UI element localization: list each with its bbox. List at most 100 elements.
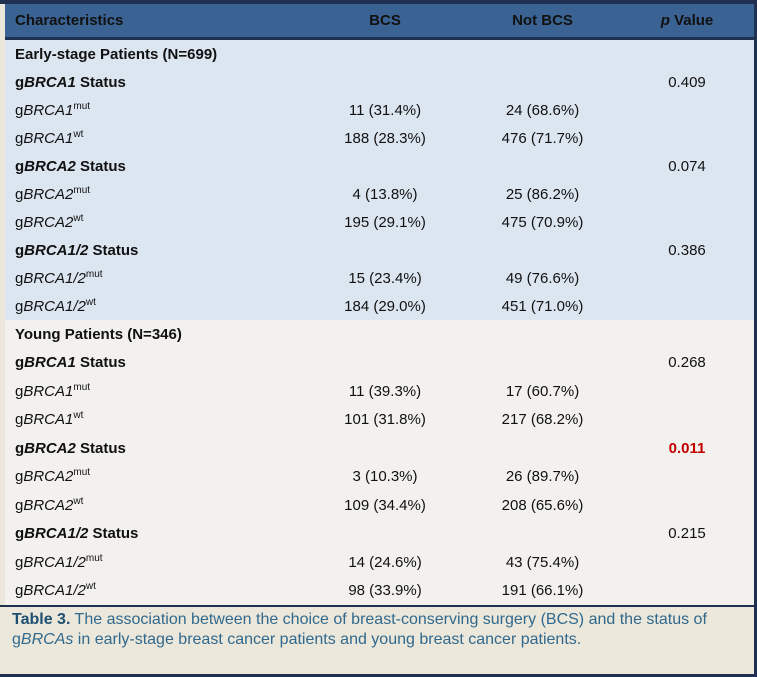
group-suffix: Status bbox=[75, 354, 126, 372]
section-early-stage: Early-stage Patients (N=699) gBRCA1 Stat… bbox=[5, 40, 754, 320]
table-row: gBRCA1/2wt 98 (33.9%) 191 (66.1%) bbox=[5, 576, 754, 605]
not-bcs-value: 208 (65.6%) bbox=[501, 496, 584, 514]
group-label: gBRCA1 Status bbox=[5, 74, 305, 91]
gene-name: BRCA2 bbox=[24, 439, 76, 457]
gene-prefix: g bbox=[15, 129, 24, 147]
group-label: gBRCA1/2 Status bbox=[5, 242, 305, 259]
section-header-row: Early-stage Patients (N=699) bbox=[5, 40, 754, 68]
gene-prefix: g bbox=[15, 269, 24, 287]
row-label: gBRCA1wt bbox=[5, 129, 305, 147]
caption-text-before-gene: The association between the choice of br… bbox=[12, 611, 707, 648]
bcs-value: 3 (10.3%) bbox=[352, 468, 418, 486]
gene-name: BRCA1/2 bbox=[24, 525, 89, 543]
gene-name: BRCA1/2 bbox=[24, 241, 89, 259]
allele-superscript: wt bbox=[85, 296, 96, 308]
gene-name: BRCA2 bbox=[23, 185, 74, 203]
p-value: 0.074 bbox=[668, 157, 706, 175]
row-label: gBRCA1/2wt bbox=[5, 296, 305, 315]
not-bcs-value: 26 (89.7%) bbox=[505, 468, 580, 486]
table-row: gBRCA1wt 188 (28.3%) 476 (71.7%) bbox=[5, 124, 754, 152]
allele-superscript: wt bbox=[73, 410, 84, 422]
not-bcs-value: 451 (71.0%) bbox=[501, 297, 584, 315]
gene-prefix: g bbox=[15, 185, 24, 203]
bcs-value: 98 (33.9%) bbox=[348, 582, 422, 600]
gene-prefix: g bbox=[15, 297, 24, 315]
gene-prefix: g bbox=[15, 411, 24, 429]
group-suffix: Status bbox=[88, 241, 139, 259]
column-header-p-value: p Value bbox=[620, 12, 754, 29]
gene-prefix: g bbox=[15, 468, 24, 486]
group-suffix: Status bbox=[75, 439, 126, 457]
gene-prefix: g bbox=[15, 157, 25, 175]
gene-name: BRCA2 bbox=[23, 213, 74, 231]
bcs-value: 11 (39.3%) bbox=[348, 382, 422, 400]
association-table: Characteristics BCS Not BCS p Value Earl… bbox=[5, 4, 754, 605]
group-label: gBRCA2 Status bbox=[5, 158, 305, 175]
column-header-characteristics: Characteristics bbox=[15, 12, 124, 29]
p-value-rest: Value bbox=[669, 12, 714, 29]
row-label: gBRCA2mut bbox=[5, 468, 305, 486]
not-bcs-value: 25 (86.2%) bbox=[505, 185, 580, 203]
gene-prefix: g bbox=[15, 73, 25, 91]
not-bcs-value: 43 (75.4%) bbox=[505, 553, 580, 571]
row-label: gBRCA1/2mut bbox=[5, 552, 305, 571]
group-label: gBRCA1 Status bbox=[5, 354, 305, 371]
gene-name: BRCA1 bbox=[24, 354, 76, 372]
gene-name: BRCA1/2 bbox=[23, 269, 86, 287]
table-header-row: Characteristics BCS Not BCS p Value bbox=[5, 4, 754, 37]
gene-name: BRCA1/2 bbox=[23, 297, 86, 315]
table-row: gBRCA2mut 3 (10.3%) 26 (89.7%) bbox=[5, 462, 754, 491]
group-header-row: gBRCA1/2 Status 0.386 bbox=[5, 236, 754, 264]
table-row: gBRCA1/2mut 15 (23.4%) 49 (76.6%) bbox=[5, 264, 754, 292]
not-bcs-value: 17 (60.7%) bbox=[505, 382, 580, 400]
row-label: gBRCA1mut bbox=[5, 101, 305, 119]
column-header-bcs: BCS bbox=[369, 12, 401, 29]
not-bcs-value: 24 (68.6%) bbox=[505, 101, 580, 119]
p-value-significant: 0.011 bbox=[668, 439, 706, 457]
section-header-row: Young Patients (N=346) bbox=[5, 320, 754, 349]
row-label: gBRCA2mut bbox=[5, 184, 305, 203]
table-caption: Table 3. The association between the cho… bbox=[0, 605, 754, 655]
section-young-patients: Young Patients (N=346) gBRCA1 Status 0.2… bbox=[5, 320, 754, 605]
gene-prefix: g bbox=[15, 382, 24, 400]
bcs-value: 109 (34.4%) bbox=[344, 496, 426, 514]
column-header-not-bcs: Not BCS bbox=[512, 12, 573, 29]
group-suffix: Status bbox=[75, 73, 126, 91]
not-bcs-value: 475 (70.9%) bbox=[501, 213, 584, 231]
group-label: gBRCA1/2 Status bbox=[5, 525, 305, 542]
p-value: 0.386 bbox=[668, 241, 706, 259]
gene-name: BRCA1 bbox=[23, 382, 74, 400]
allele-superscript: mut bbox=[73, 184, 91, 196]
allele-superscript: wt bbox=[73, 212, 84, 224]
gene-prefix: g bbox=[15, 582, 24, 600]
gene-prefix: g bbox=[15, 439, 25, 457]
not-bcs-value: 476 (71.7%) bbox=[501, 129, 584, 147]
allele-superscript: wt bbox=[73, 495, 84, 507]
caption-label: Table 3. bbox=[12, 611, 71, 628]
table-row: gBRCA2wt 195 (29.1%) 475 (70.9%) bbox=[5, 208, 754, 236]
row-label: gBRCA1/2wt bbox=[5, 582, 305, 600]
allele-superscript: mut bbox=[85, 552, 103, 564]
section-title: Early-stage Patients (N=699) bbox=[15, 45, 218, 63]
not-bcs-value: 191 (66.1%) bbox=[501, 582, 584, 600]
gene-name: BRCA2 bbox=[24, 157, 76, 175]
group-header-row: gBRCA1/2 Status 0.215 bbox=[5, 519, 754, 548]
table-row: gBRCA1wt 101 (31.8%) 217 (68.2%) bbox=[5, 405, 754, 434]
table-row: gBRCA1/2wt 184 (29.0%) 451 (71.0%) bbox=[5, 292, 754, 320]
gene-name: BRCA2 bbox=[23, 496, 74, 514]
group-header-row: gBRCA2 Status 0.074 bbox=[5, 152, 754, 180]
not-bcs-value: 217 (68.2%) bbox=[501, 411, 584, 429]
gene-name: BRCA1 bbox=[23, 411, 74, 429]
caption-gene-name: BRCAs bbox=[20, 630, 74, 648]
row-label: gBRCA2wt bbox=[5, 212, 305, 231]
bcs-value: 4 (13.8%) bbox=[352, 185, 418, 203]
p-value: 0.268 bbox=[668, 354, 706, 372]
group-suffix: Status bbox=[75, 157, 126, 175]
table-row: gBRCA2mut 4 (13.8%) 25 (86.2%) bbox=[5, 180, 754, 208]
bcs-value: 14 (24.6%) bbox=[348, 553, 422, 571]
group-suffix: Status bbox=[88, 525, 139, 543]
p-value: 0.215 bbox=[668, 525, 706, 543]
bcs-value: 188 (28.3%) bbox=[344, 129, 426, 147]
gene-prefix: g bbox=[15, 553, 24, 571]
header-divider bbox=[5, 37, 754, 40]
